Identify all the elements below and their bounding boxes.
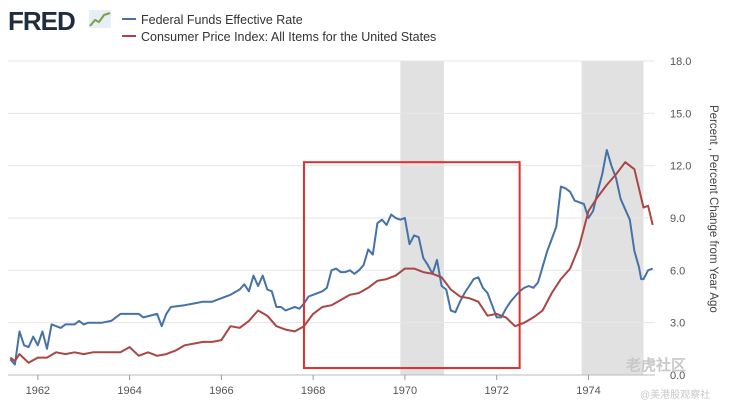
watermark-brand: 老虎社区 — [626, 357, 687, 374]
x-tick-label: 1970 — [393, 385, 417, 397]
y-tick-label: 0.0 — [670, 370, 685, 382]
series-line-fedfunds — [9, 149, 654, 366]
y-tick-label: 18.0 — [670, 56, 691, 68]
chart-header: FRED Federal Funds Effective Rate Consum… — [0, 0, 744, 60]
highlight-box — [302, 161, 521, 370]
fred-logo[interactable]: FRED — [8, 6, 76, 36]
y-tick-label: 6.0 — [670, 265, 685, 277]
y-tick-label: 9.0 — [670, 213, 685, 225]
y-tick-label: 12.0 — [670, 161, 691, 173]
x-tick-label: 1964 — [117, 385, 141, 397]
x-tick-label: 1968 — [301, 385, 325, 397]
legend-label-cpi: Consumer Price Index: All Items for the … — [141, 30, 437, 44]
legend-item-fedfunds[interactable]: Federal Funds Effective Rate — [122, 13, 303, 29]
x-tick-label: 1974 — [576, 385, 600, 397]
y-axis-label: Percent , Percent Change from Year Ago — [707, 105, 719, 313]
y-tick-label: 3.0 — [670, 318, 685, 330]
watermark-handle: @美港股观察社 — [640, 390, 711, 401]
legend-item-cpi[interactable]: Consumer Price Index: All Items for the … — [122, 30, 436, 46]
series-line-cpi — [9, 161, 654, 364]
x-tick-label: 1962 — [26, 385, 50, 397]
x-tick-label: 1966 — [209, 385, 233, 397]
line-chart-icon — [89, 10, 111, 28]
legend-label-fedfunds: Federal Funds Effective Rate — [141, 13, 303, 27]
x-tick-label: 1972 — [484, 385, 508, 397]
y-tick-label: 15.0 — [670, 108, 691, 120]
legend-swatch-fedfunds — [122, 17, 136, 20]
legend-swatch-cpi — [122, 34, 136, 37]
